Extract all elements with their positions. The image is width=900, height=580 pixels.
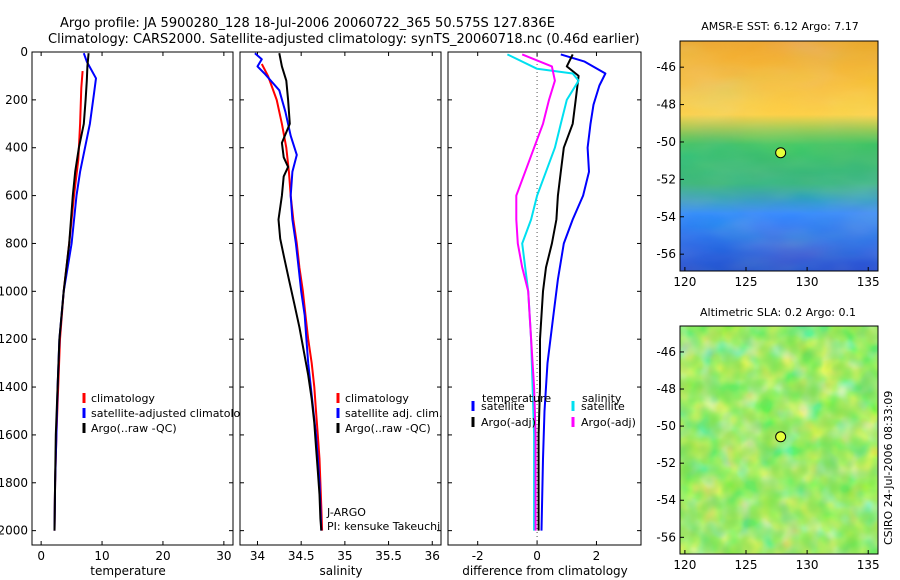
- jargo-annotation: J-ARGO: [326, 506, 366, 519]
- xtick-label: 0: [37, 549, 45, 563]
- salinity-plot-frame: [239, 51, 442, 546]
- xtick-label: -2: [472, 549, 484, 563]
- map-xtick-label: 130: [796, 275, 819, 289]
- sla-map-ticks: 120 125 130 135 -46 -48 -50 -52 -54 -56: [656, 345, 879, 572]
- ytick-label: 800: [5, 236, 28, 250]
- sst-map-title: AMSR-E SST: 6.12 Argo: 7.17: [701, 20, 859, 33]
- xtick-label: 10: [94, 549, 109, 563]
- xtick-label: 36: [425, 549, 440, 563]
- temperature-xlabel: temperature: [90, 564, 165, 578]
- ytick-label: 0: [20, 45, 28, 59]
- temperature-panel: 0 200 400 600 800 1000 1200 1400 1600 1800 2000 0 10…: [0, 45, 254, 578]
- series-line-blue: [540, 53, 607, 531]
- map-ytick-label: -56: [656, 247, 676, 261]
- sst-argo-position-marker: [775, 147, 787, 159]
- temperature-series: [53, 52, 97, 531]
- xtick-label: 34: [250, 549, 265, 563]
- sla-argo-position-marker: [775, 431, 787, 443]
- map-ytick-label: -46: [656, 345, 676, 359]
- xtick-label: 20: [155, 549, 170, 563]
- map-xtick-label: 120: [673, 275, 696, 289]
- salinity-legend: climatology satellite adj. clim. Argo(..ra…: [336, 392, 442, 435]
- sst-map-frame: [679, 40, 879, 272]
- map-ytick-label: -54: [656, 493, 676, 507]
- difference-legend: temperature salinity satellite Argo(-adj)…: [471, 392, 636, 429]
- map-ytick-label: -54: [656, 210, 676, 224]
- legend-label: satellite-adjusted climatology: [91, 407, 254, 420]
- salinity-series: [254, 52, 324, 531]
- xtick-label: 2: [593, 549, 601, 563]
- map-xtick-label: 125: [735, 558, 758, 572]
- temperature-plot-frame: [31, 51, 234, 546]
- salinity-xlabel: salinity: [319, 564, 362, 578]
- sst-map-panel: AMSR-E SST: 6.12 Argo: 7.17 120 125 130 135…: [656, 20, 879, 289]
- series-line-black: [277, 53, 323, 531]
- legend-label: climatology: [91, 392, 155, 405]
- legend-header-temperature: temperature: [482, 392, 551, 405]
- ytick-label: 1600: [0, 428, 28, 442]
- sst-map-ticks: 120 125 130 135 -46 -48 -50 -52 -54 -56: [656, 60, 879, 289]
- legend-label: climatology: [345, 392, 409, 405]
- difference-plot-frame: [447, 51, 642, 546]
- map-ytick-label: -46: [656, 60, 676, 74]
- series-line-red: [260, 63, 324, 531]
- ytick-label: 600: [5, 189, 28, 203]
- map-ytick-label: -50: [656, 135, 676, 149]
- map-xtick-label: 120: [673, 558, 696, 572]
- salinity-axis-ticks: 34 34.5 35 35.5 36: [240, 51, 441, 563]
- temperature-legend: climatology satellite-adjusted climatolog…: [82, 392, 254, 435]
- ytick-label: 2000: [0, 524, 28, 538]
- ytick-label: 1000: [0, 284, 28, 298]
- xtick-label: 30: [216, 549, 231, 563]
- map-ytick-label: -56: [656, 530, 676, 544]
- legend-label: satellite: [481, 400, 525, 413]
- legend-label: satellite: [581, 400, 625, 413]
- difference-series: [506, 53, 607, 531]
- temperature-axis-ticks: 0 200 400 600 800 1000 1200 1400 1600 1800 2000 0 10…: [0, 45, 233, 563]
- map-ytick-label: -52: [656, 172, 676, 186]
- xtick-label: 35: [337, 549, 352, 563]
- figure-title-line2: Climatology: CARS2000. Satellite-adjuste…: [48, 32, 640, 47]
- map-xtick-label: 130: [796, 558, 819, 572]
- map-ytick-label: -48: [656, 98, 676, 112]
- difference-panel: -2 0 2 difference from climatology tempera…: [447, 51, 642, 578]
- ytick-label: 1200: [0, 332, 28, 346]
- map-ytick-label: -50: [656, 419, 676, 433]
- map-xtick-label: 135: [857, 275, 880, 289]
- xtick-label: 35.5: [375, 549, 402, 563]
- map-ytick-label: -52: [656, 456, 676, 470]
- ytick-label: 1400: [0, 380, 28, 394]
- pi-annotation: PI: kensuke Takeuchi: [327, 520, 440, 533]
- legend-header-salinity: salinity: [582, 392, 622, 405]
- legend-label: satellite adj. clim.: [345, 407, 442, 420]
- ytick-label: 1800: [0, 476, 28, 490]
- ytick-label: 200: [5, 93, 28, 107]
- sla-map-title: Altimetric SLA: 0.2 Argo: 0.1: [700, 306, 856, 319]
- difference-xlabel: difference from climatology: [462, 564, 628, 578]
- legend-label: Argo(-adj): [581, 416, 636, 429]
- map-xtick-label: 135: [857, 558, 880, 572]
- legend-label: Argo(..raw -QC): [345, 422, 431, 435]
- footer-timestamp: CSIRO 24-Jul-2006 08:33:09: [882, 391, 895, 545]
- ytick-label: 400: [5, 141, 28, 155]
- legend-label: Argo(-adj): [481, 416, 536, 429]
- series-line-black: [537, 53, 580, 531]
- map-xtick-label: 125: [735, 275, 758, 289]
- map-ytick-label: -48: [656, 382, 676, 396]
- salinity-panel: 34 34.5 35 35.5 36 salinity climatology satel…: [239, 51, 442, 578]
- figure-title-line1: Argo profile: JA 5900280_128 18-Jul-2006…: [60, 16, 555, 31]
- legend-label: Argo(..raw -QC): [91, 422, 177, 435]
- xtick-label: 34.5: [288, 549, 315, 563]
- sla-map-frame: [679, 325, 879, 555]
- sla-map-panel: Altimetric SLA: 0.2 Argo: 0.1 120 125 130 1…: [656, 306, 879, 572]
- xtick-label: 0: [533, 549, 541, 563]
- series-line-magenta: [515, 53, 556, 531]
- series-line-black: [53, 53, 90, 531]
